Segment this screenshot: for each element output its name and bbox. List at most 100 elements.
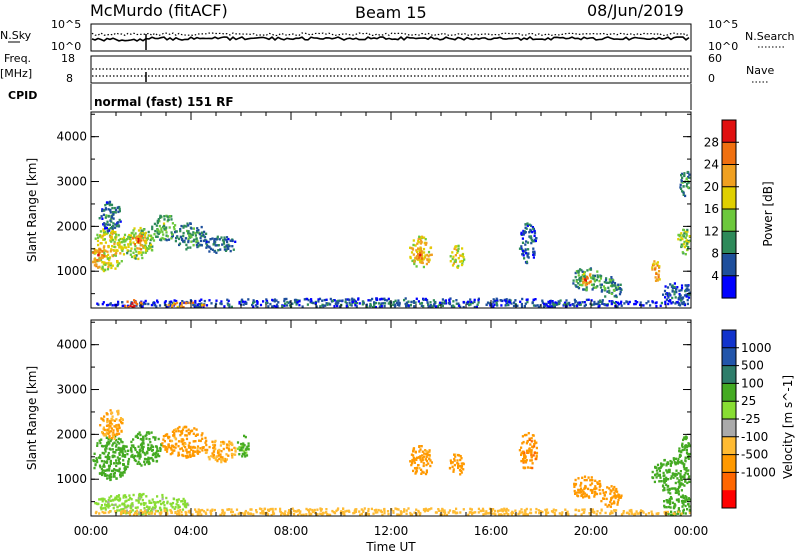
power-colorbar-swatch — [722, 209, 736, 232]
power-colorbar-swatch — [722, 186, 736, 210]
power-echo-region — [662, 282, 691, 305]
cpid-text: normal (fast) 151 RF — [94, 95, 234, 109]
power-colorbar-tick: 8 — [711, 247, 719, 261]
velocity-colorbar-swatch — [722, 490, 736, 509]
freq-label: Freq. — [4, 52, 31, 65]
velocity-echo-region — [236, 434, 250, 458]
time-tick-label: 00:00 — [74, 524, 109, 538]
velocity-colorbar: 1000 500 100 25 -25 -100 -500 -1000 — [721, 329, 776, 509]
power-echo-region — [98, 200, 122, 233]
power-colorbar-swatch — [722, 253, 736, 277]
time-tick-label: 00:00 — [674, 524, 709, 538]
power-colorbar-label: Power [dB] — [761, 181, 775, 246]
power-echo-region — [651, 260, 661, 282]
velocity-echo-region — [129, 431, 163, 467]
velocity-echo-region — [92, 435, 131, 482]
velocity-colorbar-swatch — [722, 436, 736, 456]
freq-tick-top: 18 — [61, 52, 75, 65]
velocity-colorbar-swatch — [722, 347, 736, 367]
power-y-tick-label: 1000 — [56, 264, 87, 278]
velocity-y-label: Slant Range [km] — [25, 366, 39, 470]
velocity-colorbar-tick: -500 — [741, 448, 768, 462]
velocity-echo-region — [409, 445, 433, 476]
freq-tick-bottom: 8 — [66, 72, 73, 85]
velocity-y-tick-label: 3000 — [56, 383, 87, 397]
date-title: 08/Jun/2019 — [587, 1, 684, 20]
power-echo-region — [449, 244, 466, 269]
velocity-echo-region — [94, 507, 691, 517]
power-colorbar-swatch — [722, 142, 736, 166]
power-echo-region — [414, 249, 426, 264]
cpid-label: CPID — [8, 89, 37, 102]
power-y-tick-label: 4000 — [56, 130, 87, 144]
velocity-echo-region — [448, 453, 465, 476]
power-echo-region — [151, 214, 177, 242]
power-echo-region — [599, 276, 623, 299]
time-tick-label: 08:00 — [274, 524, 309, 538]
power-echo-region — [679, 170, 691, 198]
velocity-colorbar-swatch — [722, 365, 736, 384]
velocity-echo-region — [651, 457, 691, 495]
velocity-echo-region — [599, 485, 623, 508]
power-echo-region — [174, 222, 208, 251]
velocity-colorbar-swatch — [722, 419, 736, 438]
power-colorbar-tick: 4 — [711, 269, 719, 283]
velocity-echo-region — [518, 432, 539, 470]
velocity-colorbar-swatch — [722, 472, 736, 491]
power-panel: 1000 2000 3000 4000 Slant Range [km] — [25, 111, 692, 309]
velocity-echo-region — [161, 425, 208, 459]
power-y-tick-label: 3000 — [56, 175, 87, 189]
station-title: McMurdo (fitACF) — [90, 1, 228, 20]
velocity-colorbar-swatch — [722, 330, 736, 349]
nsearch-trace — [91, 32, 690, 37]
nsky-tick-bottom: 10^0 — [51, 40, 81, 53]
velocity-colorbar-tick: 500 — [741, 359, 764, 373]
power-colorbar-swatch — [722, 275, 736, 299]
velocity-y-tick-label: 2000 — [56, 427, 87, 441]
power-colorbar-tick: 12 — [704, 224, 719, 238]
velocity-colorbar-tick: -25 — [741, 412, 761, 426]
nsky-tick-top: 10^5 — [51, 18, 81, 31]
beam-title: Beam 15 — [355, 3, 427, 22]
time-axis: 00:00 04:00 08:00 12:00 16:00 20:00 00:00 — [74, 112, 709, 538]
velocity-data — [92, 409, 692, 517]
velocity-echo-region — [663, 493, 692, 517]
power-echo-region — [518, 222, 538, 265]
velocity-panel: 1000 2000 3000 4000 Slant Range [km] — [25, 319, 692, 517]
nsky-label: N.Sky — [0, 29, 32, 42]
velocity-colorbar-tick: 100 — [741, 376, 764, 390]
nsearch-label: N.Search — [745, 30, 795, 43]
time-tick-label: 20:00 — [574, 524, 609, 538]
power-colorbar-tick: 28 — [704, 135, 719, 149]
time-tick-label: 16:00 — [474, 524, 509, 538]
nave-tick-bottom: 0 — [708, 72, 715, 85]
velocity-colorbar-swatch — [722, 454, 736, 473]
cpid-panel: CPID normal (fast) 151 RF — [8, 84, 692, 110]
power-colorbar: 4 8 12 16 20 24 28 — [704, 119, 739, 299]
power-colorbar-swatch — [722, 231, 736, 255]
freq-unit: [MHz] — [0, 67, 32, 80]
nsearch-tick-bottom: 10^0 — [708, 40, 738, 53]
time-axis-label: Time UT — [365, 540, 416, 554]
power-echo-region — [205, 235, 237, 254]
time-tick-label: 12:00 — [374, 524, 409, 538]
power-y-label: Slant Range [km] — [25, 158, 39, 262]
velocity-colorbar-swatch — [722, 401, 736, 420]
velocity-colorbar-label: Velocity [m s^-1] — [781, 375, 795, 479]
velocity-y-tick-label: 4000 — [56, 338, 87, 352]
velocity-echo-region — [573, 475, 602, 499]
power-y-tick-label: 2000 — [56, 219, 87, 233]
power-echo-region — [131, 231, 148, 251]
velocity-colorbar-swatch — [722, 383, 736, 402]
power-colorbar-tick: 24 — [704, 158, 719, 172]
velocity-colorbar-tick: -1000 — [741, 465, 776, 479]
power-echo-region — [581, 272, 593, 287]
nave-label: Nave — [746, 64, 774, 77]
velocity-y-tick-label: 1000 — [56, 472, 87, 486]
velocity-echo-region — [204, 439, 237, 464]
power-colorbar-swatch — [722, 120, 736, 143]
nave-tick-top: 60 — [708, 52, 722, 65]
power-data — [91, 170, 692, 309]
velocity-colorbar-tick: 1000 — [741, 341, 772, 355]
